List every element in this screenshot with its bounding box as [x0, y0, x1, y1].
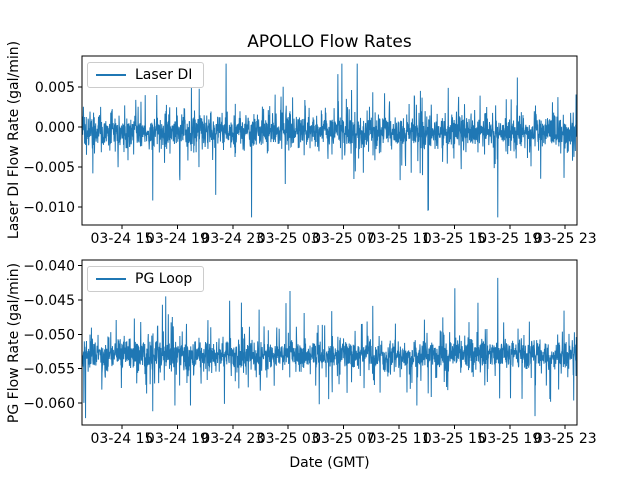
legend-laser-di: Laser DI [87, 62, 205, 88]
x-tick-label: 03-24 15 [91, 231, 154, 247]
y-tick-label: −0.060 [23, 396, 75, 412]
y-tick-label: 0.000 [35, 120, 75, 136]
x-tick-label: 03-25 19 [478, 431, 541, 447]
x-tick-label: 03-24 19 [146, 431, 209, 447]
y-tick-label: 0.005 [35, 80, 75, 96]
x-tick-label: 03-25 03 [257, 231, 320, 247]
axes-frame [81, 259, 578, 426]
x-tick-label: 03-24 19 [146, 231, 209, 247]
y-tick-label: −0.050 [23, 327, 75, 343]
y-tick-label: −0.005 [23, 160, 75, 176]
x-tick-label: 03-25 07 [312, 231, 375, 247]
chart-title: APOLLO Flow Rates [247, 32, 412, 52]
x-tick-label: 03-25 11 [368, 431, 431, 447]
x-tick-label: 03-25 11 [368, 231, 431, 247]
y-tick-label: −0.040 [23, 259, 75, 275]
x-tick-label: 03-25 15 [423, 231, 486, 247]
x-tick-label: 03-25 03 [257, 431, 320, 447]
legend-line-sample-icon [96, 278, 126, 280]
laser-di-line [82, 63, 577, 218]
x-tick-label: 03-25 19 [478, 231, 541, 247]
x-tick-label: 03-25 23 [534, 431, 597, 447]
y-tick-label: −0.010 [23, 200, 75, 216]
x-tick-label: 03-25 07 [312, 431, 375, 447]
y-axis-label-bottom: PG Flow Rate (gal/min) [6, 262, 22, 424]
axes-frame [81, 55, 578, 226]
legend-label: PG Loop [135, 271, 193, 287]
pg-loop-line [82, 277, 577, 419]
legend-line-sample-icon [96, 74, 126, 76]
x-tick-label: 03-24 23 [201, 231, 264, 247]
x-tick-label: 03-24 23 [201, 431, 264, 447]
x-axis-label: Date (GMT) [289, 455, 370, 471]
y-tick-label: −0.055 [23, 362, 75, 378]
x-tick-label: 03-25 15 [423, 431, 486, 447]
legend-pg-loop: PG Loop [87, 266, 205, 292]
x-tick-label: 03-25 23 [534, 231, 597, 247]
legend-label: Laser DI [135, 67, 193, 83]
x-tick-label: 03-24 15 [91, 431, 154, 447]
y-tick-label: −0.045 [23, 293, 75, 309]
